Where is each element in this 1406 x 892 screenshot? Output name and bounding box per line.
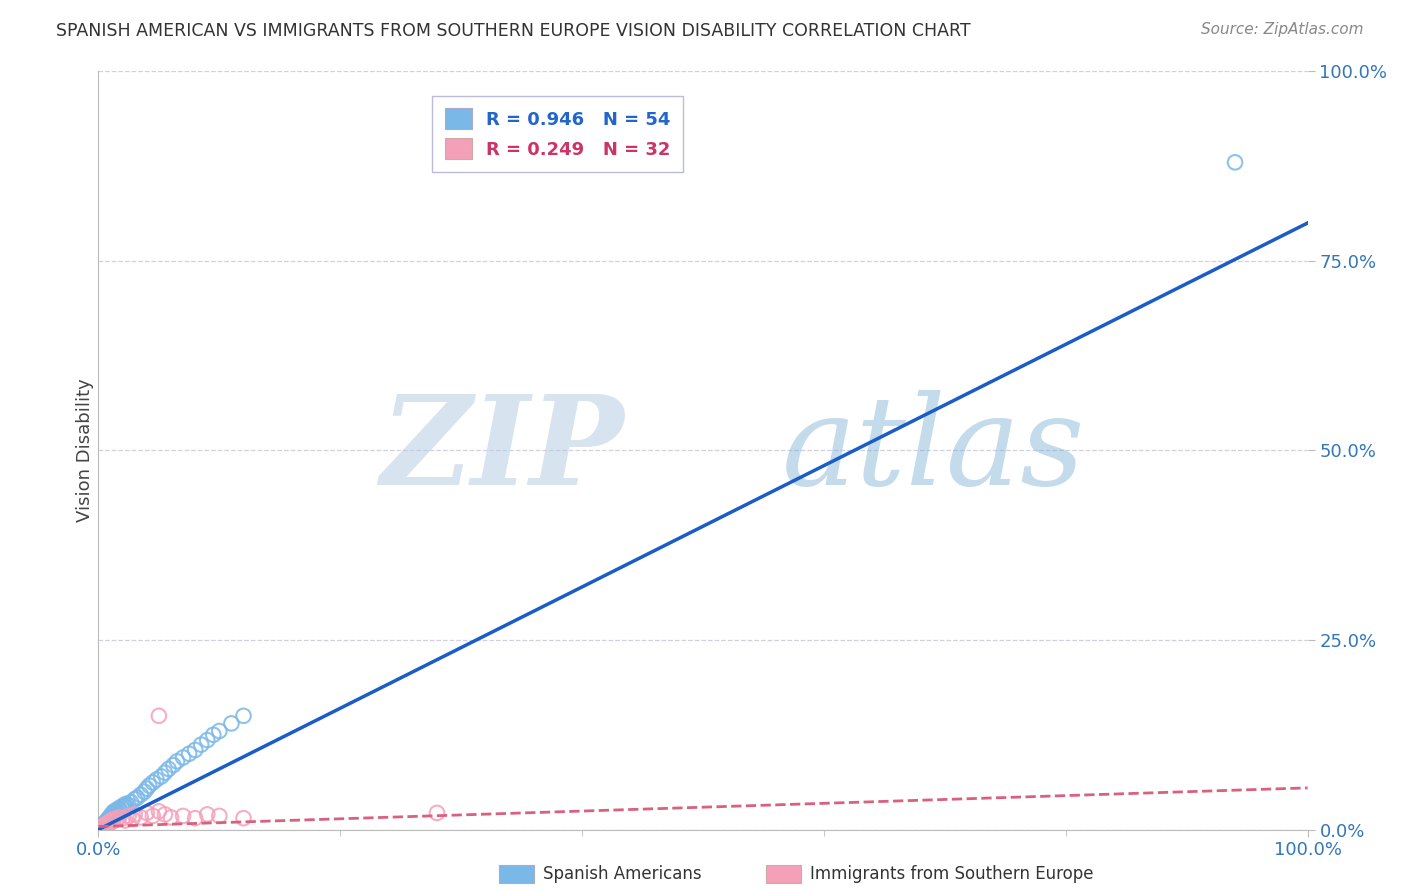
Text: Immigrants from Southern Europe: Immigrants from Southern Europe xyxy=(810,865,1094,883)
Point xyxy=(105,813,128,827)
Point xyxy=(94,815,117,830)
Point xyxy=(1223,155,1246,169)
Point xyxy=(111,811,134,825)
Point xyxy=(104,806,127,821)
Point xyxy=(160,810,183,824)
Point xyxy=(221,716,243,731)
Point xyxy=(202,728,225,742)
Point xyxy=(166,755,188,769)
Point xyxy=(100,815,122,830)
Point xyxy=(190,738,212,752)
Point xyxy=(91,820,114,834)
Text: atlas: atlas xyxy=(782,390,1085,511)
Point xyxy=(129,810,152,824)
Point xyxy=(135,805,157,820)
Point xyxy=(148,805,170,819)
Point xyxy=(138,779,160,793)
Point xyxy=(101,814,124,829)
Point xyxy=(232,811,254,825)
Point xyxy=(127,790,149,805)
Point xyxy=(96,816,118,830)
Point xyxy=(172,809,194,823)
Point xyxy=(208,809,231,823)
Point xyxy=(97,817,120,831)
Point xyxy=(101,808,124,822)
Point xyxy=(98,815,121,830)
Point xyxy=(108,804,131,818)
Point xyxy=(101,805,124,820)
Point xyxy=(195,733,218,747)
Y-axis label: Vision Disability: Vision Disability xyxy=(76,378,94,523)
Point xyxy=(98,810,121,824)
Point xyxy=(91,820,114,834)
Point xyxy=(105,803,128,817)
Point xyxy=(90,821,112,835)
Text: ZIP: ZIP xyxy=(381,390,624,511)
Point xyxy=(96,814,118,828)
Point xyxy=(114,800,136,814)
Point xyxy=(100,811,122,825)
Point xyxy=(121,812,143,826)
Point xyxy=(94,817,117,831)
Point xyxy=(100,814,122,828)
Point xyxy=(179,747,201,761)
Point xyxy=(157,762,180,776)
Point xyxy=(90,820,112,834)
Point xyxy=(100,809,122,823)
Point xyxy=(107,805,129,819)
Text: SPANISH AMERICAN VS IMMIGRANTS FROM SOUTHERN EUROPE VISION DISABILITY CORRELATIO: SPANISH AMERICAN VS IMMIGRANTS FROM SOUT… xyxy=(56,22,972,40)
Point xyxy=(114,814,136,828)
Point xyxy=(142,809,165,823)
Point xyxy=(100,810,122,824)
Point xyxy=(93,816,115,830)
Point xyxy=(142,775,165,789)
Point xyxy=(100,807,122,822)
Point xyxy=(184,743,207,757)
Point xyxy=(426,805,449,820)
Point xyxy=(124,792,146,806)
Point xyxy=(118,798,141,813)
Point xyxy=(153,765,176,780)
Point xyxy=(172,750,194,764)
Text: Source: ZipAtlas.com: Source: ZipAtlas.com xyxy=(1201,22,1364,37)
Point xyxy=(195,807,218,822)
Point xyxy=(103,812,125,826)
Point xyxy=(184,811,207,825)
Point xyxy=(153,807,176,822)
Point xyxy=(145,772,167,787)
Text: Spanish Americans: Spanish Americans xyxy=(543,865,702,883)
Point xyxy=(148,708,170,723)
Point xyxy=(108,810,131,824)
Point xyxy=(129,788,152,802)
Point xyxy=(162,758,184,772)
Point xyxy=(97,812,120,826)
Point xyxy=(124,807,146,822)
Point xyxy=(111,802,134,816)
Point xyxy=(115,797,138,811)
Point xyxy=(108,801,131,815)
Point xyxy=(135,781,157,796)
Point xyxy=(110,800,132,814)
Point xyxy=(120,795,142,809)
Point xyxy=(91,818,114,832)
Point xyxy=(91,819,114,833)
Point xyxy=(97,814,120,829)
Point xyxy=(112,798,135,813)
Point xyxy=(103,805,125,819)
Point xyxy=(96,815,118,830)
Point xyxy=(93,818,115,832)
Legend: R = 0.946   N = 54, R = 0.249   N = 32: R = 0.946 N = 54, R = 0.249 N = 32 xyxy=(432,95,683,171)
Point xyxy=(94,819,117,833)
Point xyxy=(208,724,231,739)
Point xyxy=(150,769,173,784)
Point xyxy=(134,785,156,799)
Point xyxy=(118,809,141,823)
Point xyxy=(98,813,121,827)
Point xyxy=(232,708,254,723)
